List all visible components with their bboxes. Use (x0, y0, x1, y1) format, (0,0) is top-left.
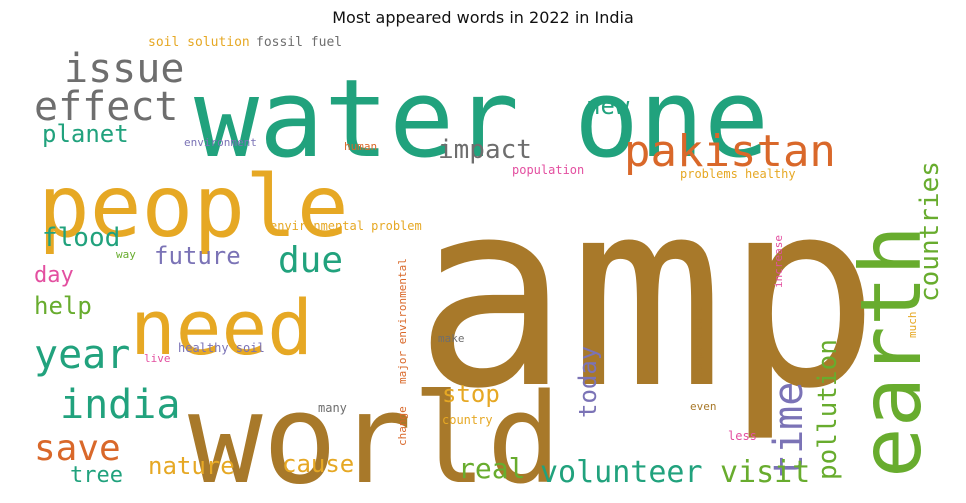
word-real: real (458, 452, 525, 485)
word-human: human (344, 140, 377, 153)
word-time: time (766, 382, 812, 478)
word-due: due (278, 240, 343, 281)
word-much: much (906, 312, 919, 339)
word-water: water (194, 57, 519, 182)
word-india: india (60, 382, 180, 428)
word-problems-healthy: problems healthy (680, 167, 796, 181)
word-impact: impact (438, 135, 532, 165)
word-environment: environment (184, 136, 257, 149)
word-make: make (438, 332, 465, 345)
word-fossil-fuel: fossil fuel (256, 35, 342, 50)
word-new: new (586, 92, 630, 120)
word-amp: amp (414, 145, 880, 445)
word-earth: earth (842, 225, 940, 478)
word-one: one (574, 57, 769, 182)
word-future: future (154, 242, 241, 270)
word-soil-solution: soil solution (148, 35, 250, 50)
word-even: even (690, 400, 717, 413)
word-stop: stop (442, 380, 500, 408)
word-planet: planet (42, 120, 129, 148)
word-many: many (318, 401, 347, 415)
word-issue: issue (64, 46, 184, 92)
word-countries: countries (915, 161, 940, 302)
word-help: help (34, 292, 92, 320)
word-population: population (512, 163, 584, 177)
word-volunteer: volunteer (540, 455, 703, 490)
word-people: people (38, 157, 349, 257)
word-country: country (442, 413, 493, 427)
word-nature: nature (148, 452, 235, 480)
word-tree: tree (70, 463, 123, 488)
word-major-environmental: major environmental (396, 258, 409, 384)
word-environmental-problem: environmental problem (270, 219, 422, 233)
word-change: change (396, 406, 409, 446)
word-effect: effect (34, 84, 179, 130)
word-live: live (144, 352, 171, 365)
word-today: today (574, 346, 602, 418)
word-way: way (116, 248, 136, 261)
word-need: need (130, 283, 313, 372)
word-temperature: temperature (692, 305, 705, 378)
word-flood: flood (42, 223, 120, 253)
word-world: world (188, 368, 561, 492)
word-day: day (34, 263, 74, 288)
word-pollution: pollution (813, 339, 843, 480)
word-cause: cause (282, 450, 354, 478)
word-save: save (34, 428, 121, 469)
word-increase: increase (772, 235, 785, 288)
word-healthy-soil: healthy soil (178, 341, 265, 355)
chart-title: Most appeared words in 2022 in India (332, 8, 634, 27)
word-pakistan: pakistan (624, 126, 836, 177)
word-year: year (34, 332, 130, 378)
word-less: less (728, 429, 757, 443)
word-visit: visit (720, 455, 810, 490)
